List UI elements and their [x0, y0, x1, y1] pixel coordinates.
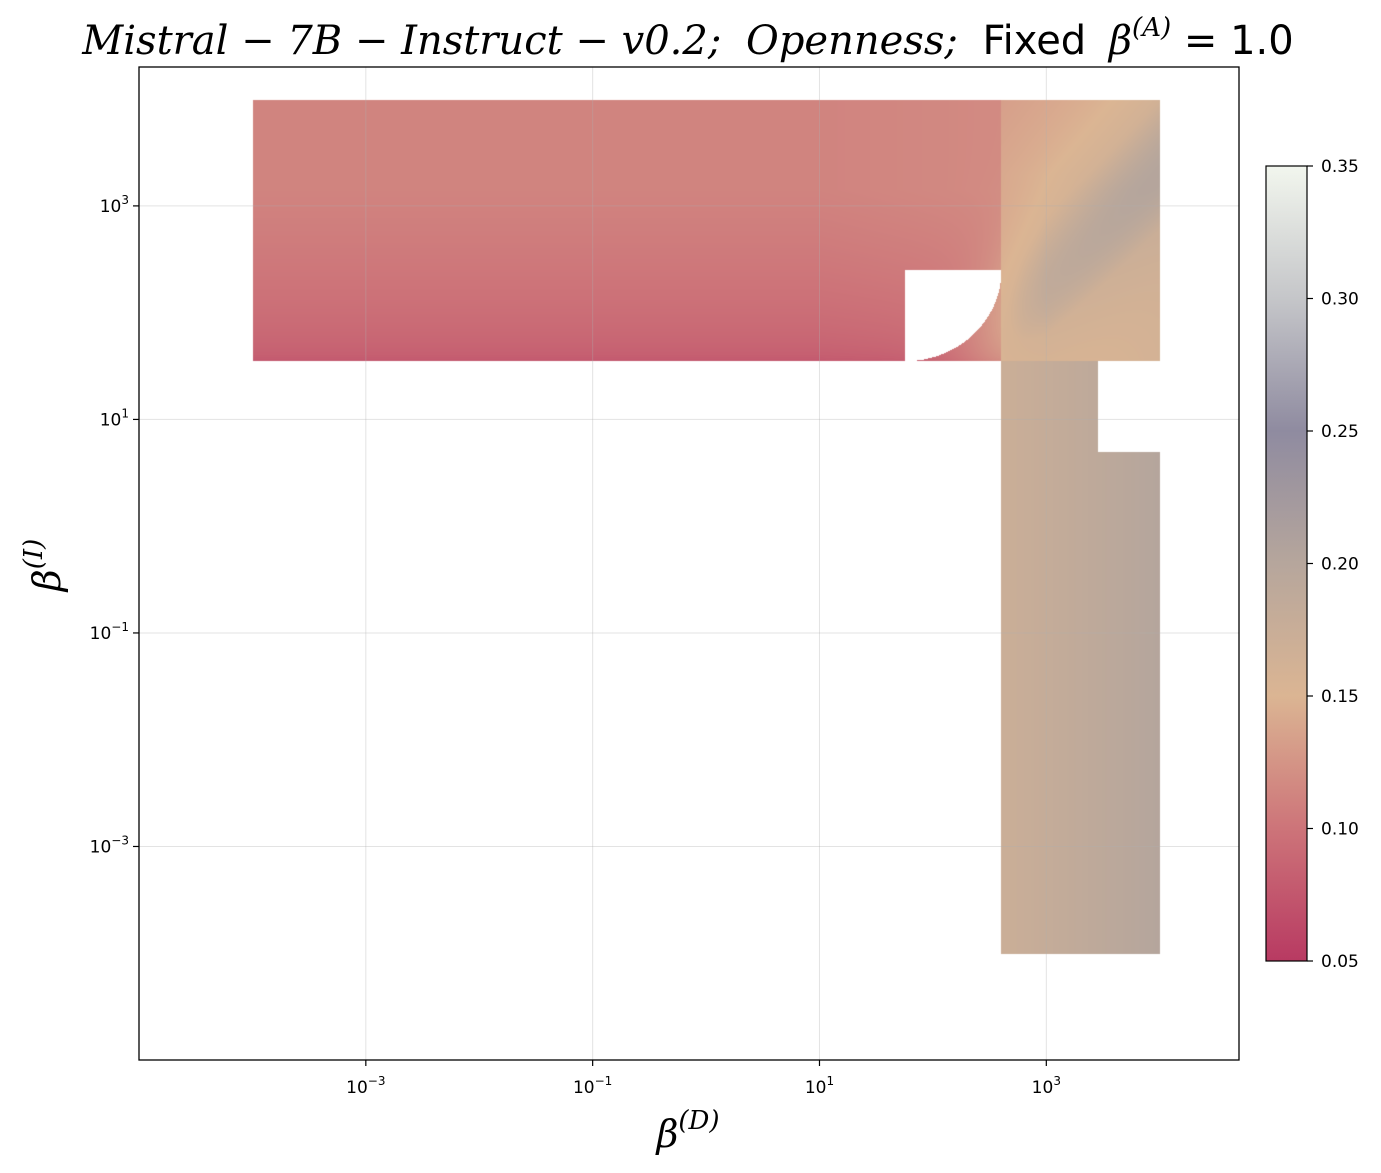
chart-title: Mistral − 7B − Instruct − v0.2; Openness…	[81, 13, 1293, 64]
colorbar-gradient	[1265, 165, 1308, 962]
y-axis: 10−3 10−1 101 103	[90, 193, 139, 857]
colorbar-tick-label: 0.20	[1321, 555, 1359, 575]
grid-lines	[139, 67, 1239, 1060]
colorbar-ticks: 0.05 0.10 0.15 0.20 0.25 0.30 0.35	[1307, 157, 1359, 972]
x-tick-label: 10−1	[573, 1074, 612, 1098]
colorbar: 0.05 0.10 0.15 0.20 0.25 0.30 0.35	[1265, 157, 1359, 972]
colorbar-tick-label: 0.35	[1321, 157, 1359, 177]
x-tick-label: 103	[1032, 1074, 1061, 1098]
x-tick-label: 101	[805, 1074, 834, 1098]
y-axis-label: β(I)	[19, 539, 69, 594]
plot-frame	[138, 66, 1240, 1061]
heatmap-field	[139, 67, 1239, 1060]
y-tick-label: 103	[100, 193, 129, 217]
y-tick-label: 101	[100, 406, 129, 430]
plot-area	[138, 66, 1240, 1061]
x-axis-label: β(D)	[654, 1106, 719, 1156]
colorbar-tick-label: 0.10	[1321, 820, 1359, 840]
x-tick-label: 10−3	[346, 1074, 385, 1098]
x-axis: 10−3 10−1 101 103	[346, 1060, 1061, 1098]
colorbar-tick-label: 0.15	[1321, 687, 1359, 707]
colorbar-tick-label: 0.05	[1321, 952, 1359, 972]
colorbar-tick-label: 0.25	[1321, 422, 1359, 442]
colorbar-tick-label: 0.30	[1321, 290, 1359, 310]
y-tick-label: 10−3	[90, 833, 129, 857]
y-tick-label: 10−1	[90, 620, 129, 644]
heatmap-canvas	[139, 67, 1239, 1060]
